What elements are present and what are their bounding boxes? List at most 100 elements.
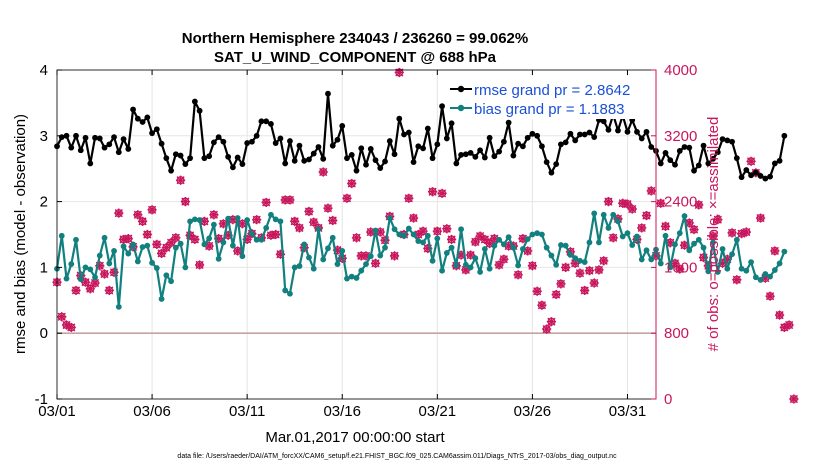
rmse-point [220, 138, 227, 145]
rmse-point [163, 155, 170, 162]
obs-assimilated-point [532, 286, 542, 296]
bias-point [781, 248, 788, 255]
legend-rmse-marker [457, 85, 465, 93]
rmse-point [234, 154, 241, 161]
obs-assimilated-point [118, 234, 129, 245]
obs-assimilated-point [171, 233, 181, 243]
rmse-point [168, 167, 174, 174]
rmse-point [410, 159, 417, 166]
obs-assimilated-point [485, 238, 495, 249]
bias-point [605, 225, 612, 231]
obs-assimilated-point [684, 218, 694, 228]
rmse-point [667, 157, 674, 164]
bias-point [282, 287, 289, 294]
rmse-point [500, 138, 507, 145]
obs-assimilated-point [618, 198, 628, 208]
rmse-point [301, 157, 308, 164]
y-right-tick-label: 800 [664, 325, 689, 342]
obs-assimilated-point [746, 156, 756, 166]
obs-assimilated-point [446, 234, 457, 245]
obs-assimilated-point [185, 230, 195, 240]
obs-assimilated-point [323, 203, 333, 213]
rmse-point [743, 167, 750, 173]
rmse-point [77, 147, 84, 154]
bias-point [439, 267, 445, 274]
obs-assimilated-point [109, 267, 119, 277]
rmse-point [391, 151, 398, 158]
bias-point [567, 251, 574, 258]
obs-assimilated-point [133, 210, 143, 220]
obs-assimilated-point [775, 310, 785, 320]
obs-assimilated-point [665, 238, 675, 248]
rmse-point [363, 161, 369, 168]
rmse-point [382, 158, 388, 165]
obs-assimilated-point [637, 223, 647, 233]
rmse-point [158, 140, 165, 147]
rmse-point [781, 132, 788, 139]
rmse-point [539, 143, 545, 150]
bias-point [92, 274, 98, 281]
rmse-point [196, 107, 203, 114]
data-file-footnote: data file: /Users/raeder/DAI/ATM_forcXX/… [177, 453, 617, 460]
bias-point [586, 239, 593, 246]
obs-assimilated-point [755, 213, 766, 223]
rmse-point [567, 130, 574, 137]
bias-point [125, 250, 132, 257]
bias-point [776, 260, 783, 267]
obs-assimilated-point [456, 250, 466, 260]
bias-point [596, 239, 602, 246]
bias-point [624, 230, 631, 237]
bias-point [686, 247, 693, 254]
rmse-point [738, 174, 745, 181]
obs-assimilated-point [499, 254, 509, 264]
bias-point [191, 216, 198, 223]
obs-assimilated-point [342, 193, 352, 203]
obs-assimilated-point [280, 195, 290, 205]
rmse-point [401, 131, 407, 138]
bias-point [695, 236, 702, 243]
obs-assimilated-point [95, 261, 105, 271]
rmse-point [172, 151, 179, 158]
bias-point [63, 275, 70, 282]
rmse-point [253, 132, 260, 139]
bias-point [420, 239, 426, 246]
rmse-point [776, 157, 783, 164]
bias-point [705, 268, 712, 275]
bias-point [234, 215, 241, 221]
obs-assimilated-point [394, 67, 404, 78]
obs-assimilated-point [556, 279, 566, 289]
obs-assimilated-point [237, 219, 248, 229]
legend-rmse-label: rmse grand pr = 2.8642 [474, 82, 630, 99]
rmse-point [615, 127, 621, 134]
obs-assimilated-point [679, 240, 690, 250]
rmse-point [496, 148, 503, 155]
rmse-point [130, 106, 136, 113]
rmse-point [762, 175, 769, 182]
bias-point [210, 221, 217, 228]
bias-point [724, 265, 731, 272]
bias-point [301, 241, 308, 248]
bias-series [54, 210, 788, 310]
rmse-point [424, 125, 431, 132]
bias-point [700, 244, 707, 251]
bias-point [748, 259, 754, 266]
bias-point [358, 267, 365, 274]
bias-point [272, 216, 279, 223]
obs-assimilated-point [99, 269, 110, 279]
rmse-point [153, 126, 160, 133]
rmse-point [210, 139, 217, 146]
obs-assimilated-point [732, 275, 742, 285]
rmse-point [353, 167, 360, 174]
x-tick-label: 03/11 [229, 403, 265, 420]
bias-point [443, 250, 450, 256]
obs-assimilated-point [218, 219, 228, 229]
bias-point [610, 211, 617, 218]
rmse-point [268, 121, 274, 127]
bias-point [634, 233, 640, 240]
bias-point [73, 236, 79, 243]
obs-assimilated-point [594, 265, 604, 275]
bias-point [548, 252, 555, 259]
rmse-point [125, 146, 132, 152]
obs-assimilated-point [161, 243, 171, 253]
bias-point [638, 256, 645, 263]
